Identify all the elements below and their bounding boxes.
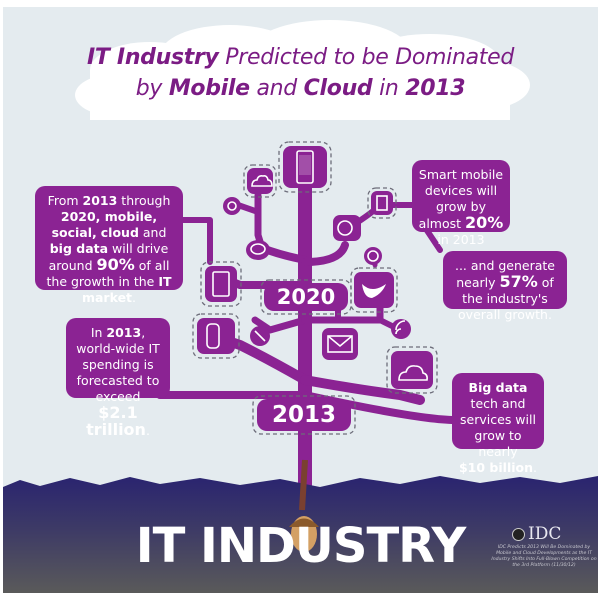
feature-phone-icon	[206, 323, 220, 349]
envelope-icon	[327, 335, 353, 353]
chat-tile	[246, 240, 270, 260]
chat-bubble-icon	[250, 243, 266, 255]
small-tablet-icon	[376, 195, 388, 211]
year-2020-label: 2020	[264, 283, 348, 311]
cloud-icon	[251, 175, 273, 187]
callout-industry-growth: ... and generate nearly 57% of the indus…	[443, 251, 567, 322]
gear-icon	[227, 201, 237, 211]
twitter-bird-icon	[362, 284, 386, 298]
film-tile	[364, 247, 382, 265]
wrench-icon	[254, 330, 266, 342]
rss-icon	[395, 320, 406, 335]
page-title: IT Industry Predicted to be Dominated by…	[86, 45, 515, 101]
smartphone-icon	[296, 150, 314, 184]
cloud-storage-tile	[391, 351, 433, 389]
globe-tile	[333, 215, 361, 241]
callout-big-data: Big data tech and services will grow to …	[452, 373, 544, 475]
tablet-icon	[212, 271, 230, 297]
small-tablet-tile	[371, 191, 393, 215]
callout-it-spending: In 2013, world-wide IT spending is forec…	[66, 318, 170, 438]
title-cloud	[75, 20, 530, 120]
smartphone-tile	[283, 146, 327, 188]
year-2013-label: 2013	[257, 399, 351, 431]
gear-tile	[223, 197, 241, 215]
acorn-icon	[289, 516, 319, 552]
idc-caption: IDC Predicts 2013 Will Be Dominated by M…	[491, 545, 597, 568]
film-reel-icon	[367, 250, 379, 262]
idc-logo: IDC	[512, 524, 561, 544]
callout-growth-2020: From 2013 through 2020, mobile, social, …	[35, 186, 183, 305]
cloud-storage-icon	[398, 365, 428, 381]
cloud-tile	[247, 168, 273, 194]
footer-headline: IT INDUSTRY	[135, 518, 467, 574]
globe-logo-icon	[512, 528, 525, 541]
globe-cursor-icon	[337, 220, 353, 236]
callout-smart-mobile: Smart mobile devices will grow by almost…	[412, 160, 510, 247]
